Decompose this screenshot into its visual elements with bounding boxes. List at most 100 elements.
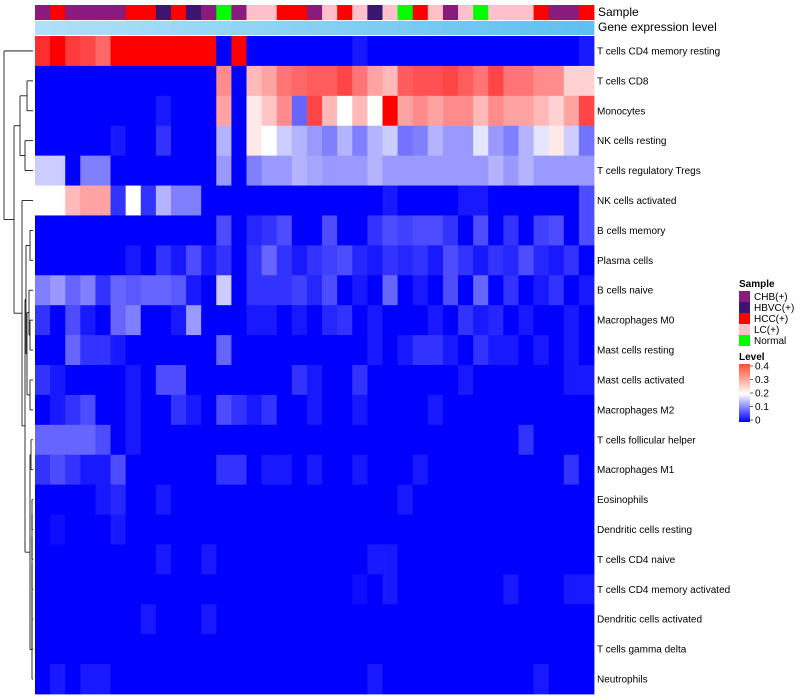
heatmap-cell — [155, 664, 172, 695]
heatmap-cell — [533, 125, 550, 157]
heatmap-cell — [261, 514, 278, 545]
heatmap-cell — [35, 604, 51, 635]
heatmap-cell — [322, 514, 338, 545]
heatmap-cell — [563, 634, 580, 665]
heatmap-cell — [125, 185, 142, 216]
heatmap-cell — [95, 65, 111, 97]
heatmap-cell — [578, 215, 595, 246]
heatmap-cell — [291, 305, 308, 336]
sample-bar-cell — [397, 5, 414, 20]
sample-legend-label-chb: CHB(+) — [754, 292, 788, 303]
heatmap-cell — [276, 484, 293, 515]
heatmap-cell — [170, 634, 187, 665]
heatmap-cell — [488, 664, 504, 695]
heatmap-cell — [276, 394, 293, 426]
heatmap-cell — [578, 664, 595, 695]
heatmap-cell — [563, 394, 580, 426]
heatmap-cell — [261, 394, 278, 426]
heatmap-cell — [246, 36, 263, 67]
heatmap-cell — [548, 424, 565, 456]
heatmap-cell — [261, 544, 278, 575]
heatmap-cell — [155, 424, 172, 456]
heatmap-cell — [337, 215, 353, 246]
heatmap-cell — [518, 155, 534, 186]
heatmap-cell — [458, 155, 474, 186]
heatmap-cell — [155, 484, 172, 515]
heatmap-cell — [110, 185, 127, 216]
level-bar-cell — [35, 21, 51, 35]
row-label-monocytes: Monocytes — [597, 106, 645, 117]
level-bar-cell — [276, 21, 293, 35]
row-label-t-cells-gamma-delta: T cells gamma delta — [597, 645, 687, 656]
heatmap-cell — [548, 95, 565, 127]
heatmap-cell — [125, 245, 142, 276]
sample-bar-cell — [322, 5, 338, 20]
heatmap-cell — [35, 305, 51, 336]
heatmap-cell — [140, 275, 157, 306]
heatmap-cell — [427, 215, 444, 246]
heatmap-cell — [65, 305, 81, 336]
heatmap-cell — [35, 484, 51, 515]
heatmap-cell — [427, 394, 444, 426]
heatmap-cell — [382, 65, 398, 97]
heatmap-cell — [578, 65, 595, 97]
heatmap-cell — [155, 365, 172, 396]
heatmap-cell — [65, 574, 81, 605]
heatmap-cell — [276, 634, 293, 665]
heatmap-cell — [306, 275, 323, 306]
heatmap-cell — [35, 95, 51, 127]
heatmap-cell — [337, 335, 353, 366]
heatmap-cell — [261, 275, 278, 306]
heatmap-cell — [337, 484, 353, 515]
heatmap-cell — [578, 95, 595, 127]
heatmap-cell — [246, 155, 263, 186]
sample-legend-label-hbvc: HBVC(+) — [754, 303, 794, 314]
heatmap-cell — [306, 335, 323, 366]
heatmap-cell — [473, 125, 489, 157]
heatmap-cell — [382, 125, 398, 157]
heatmap-cell — [155, 394, 172, 426]
heatmap-cell — [427, 95, 444, 127]
sample-bar-cell — [458, 5, 474, 20]
heatmap-cell — [110, 454, 127, 486]
heatmap-cell — [201, 604, 217, 635]
row-label-plasma-cells: Plasma cells — [597, 256, 653, 267]
heatmap-cell — [35, 245, 51, 276]
heatmap-cell — [382, 664, 398, 695]
heatmap-cell — [352, 65, 368, 97]
heatmap-cell — [186, 95, 202, 127]
heatmap-cell — [548, 604, 565, 635]
heatmap-cell — [65, 365, 81, 396]
heatmap-cell — [488, 335, 504, 366]
level-bar-cell — [473, 21, 489, 35]
heatmap-cell — [563, 484, 580, 515]
heatmap-cell — [503, 155, 519, 186]
heatmap-cell — [276, 125, 293, 157]
heatmap-cell — [518, 275, 534, 306]
heatmap-cell — [216, 664, 232, 695]
heatmap-cell — [367, 125, 383, 157]
heatmap-cell — [140, 604, 157, 635]
heatmap-cell — [95, 245, 111, 276]
level-legend-tick-label: 0.1 — [755, 402, 769, 413]
heatmap-cell — [231, 215, 247, 246]
heatmap-cell — [458, 185, 474, 216]
heatmap-cell — [110, 335, 127, 366]
heatmap-cell — [216, 335, 232, 366]
heatmap-cell — [397, 215, 414, 246]
row-labels: T cells CD4 memory resting T cells CD8 Mon… — [597, 46, 730, 685]
level-bar-cell — [518, 21, 534, 35]
heatmap-cell — [95, 634, 111, 665]
heatmap-cell — [322, 484, 338, 515]
heatmap-cell — [488, 65, 504, 97]
heatmap-cell — [473, 215, 489, 246]
heatmap-cell — [306, 305, 323, 336]
heatmap-cell — [488, 155, 504, 186]
heatmap-cell — [261, 185, 278, 216]
heatmap-cell — [231, 604, 247, 635]
heatmap-cell — [186, 544, 202, 575]
heatmap-cell — [337, 155, 353, 186]
heatmap-cell — [155, 36, 172, 67]
heatmap-cell — [35, 424, 51, 456]
heatmap-cell — [397, 484, 414, 515]
